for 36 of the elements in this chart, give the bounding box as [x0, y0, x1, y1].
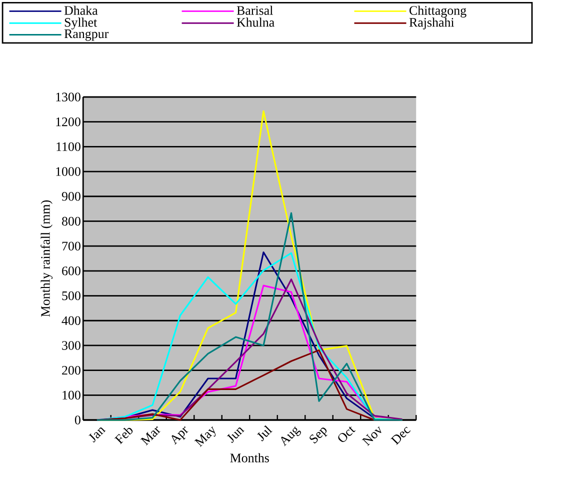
legend-label: Rajshahi [409, 18, 454, 30]
y-tick-label: 800 [62, 216, 80, 226]
legend-label: Sylhet [64, 18, 98, 30]
x-tick-label: Dec [390, 426, 411, 445]
x-tick-label: Oct [338, 426, 356, 442]
y-tick-label: 0 [74, 416, 80, 424]
x-tick-label: Sep [310, 428, 328, 444]
legend-label: Rangpur [64, 30, 109, 41]
y-tick-label: 300 [62, 341, 80, 350]
x-tick-label: Aug [281, 426, 301, 446]
x-tick-label: Nov [362, 426, 382, 446]
legend-label: Chittagong [410, 6, 466, 18]
x-tick-label: Jan [88, 427, 106, 442]
x-tick-label: Apr [172, 426, 188, 445]
y-tick-label: 1000 [56, 167, 80, 176]
y-tick-label: 600 [62, 266, 80, 276]
x-tick-label: Mar [140, 426, 160, 446]
y-tick-label: 700 [62, 242, 80, 250]
x-tick-label: May [194, 426, 216, 448]
y-tick-label: 200 [62, 366, 80, 375]
x-axis-title: Months [230, 453, 269, 462]
y-tick-label: 1100 [56, 142, 80, 152]
y-tick-label: 1300 [56, 92, 80, 102]
line-series [96, 212, 404, 421]
y-tick-label: 1200 [56, 117, 80, 126]
x-tick-label: Jul [257, 425, 272, 442]
y-tick-label: 100 [62, 390, 80, 400]
y-axis-title: Monthly rainfall (mm) [40, 200, 53, 317]
y-tick-label: 900 [62, 192, 80, 201]
x-tick-label: Feb [114, 428, 133, 444]
x-tick-label: Jun [226, 427, 244, 444]
legend-label: Khulna [236, 18, 274, 27]
legend-label: Dhaka [64, 6, 98, 15]
y-tick-label: 400 [62, 316, 80, 325]
legend-label: Barisal [236, 6, 273, 15]
y-tick-label: 500 [62, 291, 80, 300]
